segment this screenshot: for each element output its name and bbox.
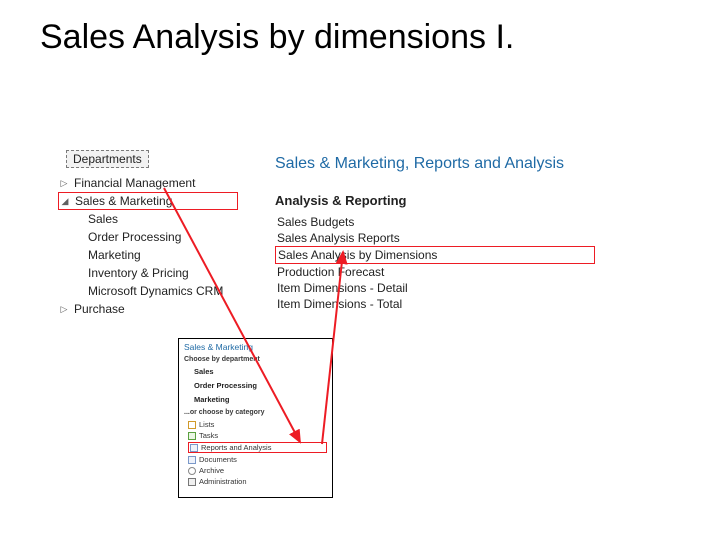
nav-item-purchase[interactable]: ▷ Purchase xyxy=(58,300,238,318)
nav-subitem-order-processing[interactable]: Order Processing xyxy=(88,228,238,246)
submenu-dept-order-processing[interactable]: Order Processing xyxy=(194,381,327,390)
expand-icon: ▷ xyxy=(60,178,68,189)
submenu-cat-archive[interactable]: Archive xyxy=(188,466,327,475)
reports-heading: Sales & Marketing, Reports and Analysis xyxy=(275,155,595,173)
report-item-sales-analysis-by-dimensions[interactable]: Sales Analysis by Dimensions xyxy=(275,246,595,264)
report-item-item-dimensions-detail[interactable]: Item Dimensions - Detail xyxy=(275,280,595,296)
nav-item-label: Inventory & Pricing xyxy=(88,266,238,280)
archive-icon xyxy=(188,467,196,475)
submenu-cat-label: Administration xyxy=(199,477,247,486)
nav-item-financial-management[interactable]: ▷ Financial Management xyxy=(58,174,238,192)
report-item-label: Item Dimensions - Detail xyxy=(277,281,408,295)
submenu-caption-department: Choose by department xyxy=(184,356,327,363)
submenu-cat-label: Documents xyxy=(199,455,237,464)
report-item-item-dimensions-total[interactable]: Item Dimensions - Total xyxy=(275,296,595,312)
report-item-label: Item Dimensions - Total xyxy=(277,297,402,311)
submenu-dept-marketing[interactable]: Marketing xyxy=(194,395,327,404)
nav-item-label: Sales xyxy=(88,212,238,226)
nav-subitem-marketing[interactable]: Marketing xyxy=(88,246,238,264)
documents-icon xyxy=(188,456,196,464)
collapse-icon: ◢ xyxy=(61,196,69,207)
submenu-head: Sales & Marketing xyxy=(184,342,327,352)
nav-item-label: Marketing xyxy=(88,248,238,262)
nav-subitem-inventory-pricing[interactable]: Inventory & Pricing xyxy=(88,264,238,282)
nav-item-label: Sales & Marketing xyxy=(75,194,237,208)
nav-item-label: Financial Management xyxy=(74,176,238,190)
departments-button[interactable]: Departments xyxy=(66,150,149,168)
nav-subitem-dynamics-crm[interactable]: Microsoft Dynamics CRM xyxy=(88,282,238,300)
nav-item-label: Microsoft Dynamics CRM xyxy=(88,284,238,298)
reports-list: Sales Budgets Sales Analysis Reports Sal… xyxy=(275,214,595,312)
report-item-label: Sales Budgets xyxy=(277,215,354,229)
report-item-label: Production Forecast xyxy=(277,265,384,279)
reports-panel: Sales & Marketing, Reports and Analysis … xyxy=(275,155,595,312)
tasks-icon xyxy=(188,432,196,440)
submenu-cat-label: Reports and Analysis xyxy=(201,443,271,452)
nav-item-sales-marketing[interactable]: ◢ Sales & Marketing xyxy=(58,192,238,210)
submenu-box: Sales & Marketing Choose by department S… xyxy=(178,338,333,498)
submenu-cat-label: Lists xyxy=(199,420,214,429)
submenu-dept-sales[interactable]: Sales xyxy=(194,367,327,376)
submenu-cat-tasks[interactable]: Tasks xyxy=(188,431,327,440)
nav-panel: Departments ▷ Financial Management ◢ Sal… xyxy=(58,150,238,318)
list-icon xyxy=(188,421,196,429)
nav-sales-marketing-children: Sales Order Processing Marketing Invento… xyxy=(58,210,238,300)
report-item-label: Sales Analysis Reports xyxy=(277,231,400,245)
nav-item-label: Purchase xyxy=(74,302,238,316)
nav-item-label: Order Processing xyxy=(88,230,238,244)
slide-title: Sales Analysis by dimensions I. xyxy=(40,18,514,57)
report-item-production-forecast[interactable]: Production Forecast xyxy=(275,264,595,280)
submenu-cat-lists[interactable]: Lists xyxy=(188,420,327,429)
submenu-cat-label: Archive xyxy=(199,466,224,475)
reports-icon xyxy=(190,444,198,452)
nav-subitem-sales[interactable]: Sales xyxy=(88,210,238,228)
expand-icon: ▷ xyxy=(60,304,68,315)
submenu-cat-reports-analysis[interactable]: Reports and Analysis xyxy=(188,442,327,453)
gear-icon xyxy=(188,478,196,486)
submenu-caption-category: ...or choose by category xyxy=(184,409,327,416)
reports-subhead: Analysis & Reporting xyxy=(275,193,595,208)
report-item-sales-budgets[interactable]: Sales Budgets xyxy=(275,214,595,230)
report-item-sales-analysis-reports[interactable]: Sales Analysis Reports xyxy=(275,230,595,246)
submenu-cat-label: Tasks xyxy=(199,431,218,440)
submenu-cat-administration[interactable]: Administration xyxy=(188,477,327,486)
submenu-cat-documents[interactable]: Documents xyxy=(188,455,327,464)
report-item-label: Sales Analysis by Dimensions xyxy=(278,248,437,262)
